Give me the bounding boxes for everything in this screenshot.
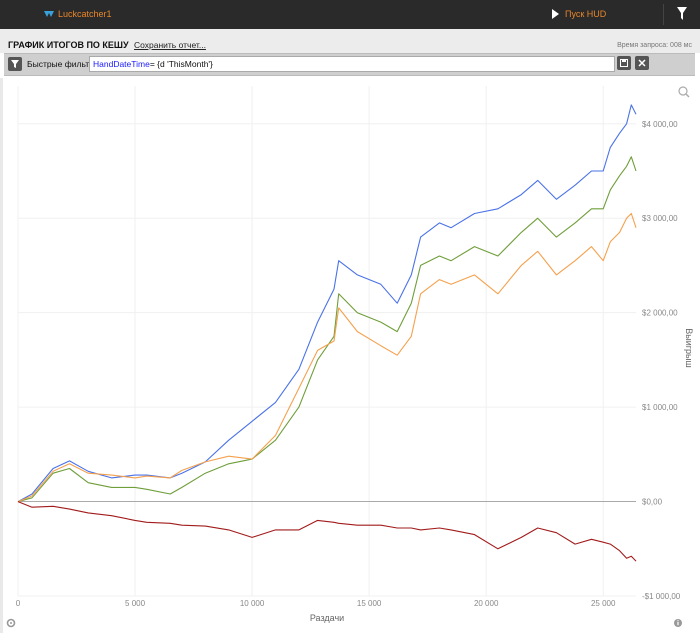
- filter-expression-input[interactable]: HandDateTime= {d 'ThisMonth'}: [89, 56, 615, 72]
- filter-value: = {d 'ThisMonth'}: [149, 59, 213, 69]
- settings-gear-icon[interactable]: [6, 618, 16, 628]
- x-axis-label: Раздачи: [310, 613, 344, 623]
- series-line-2: [17, 156, 637, 503]
- y-tick-label: $0,00: [642, 498, 663, 507]
- app-brand[interactable]: Luckcatcher1: [44, 9, 112, 19]
- app-logo-icon: [44, 11, 54, 17]
- filter-funnel-icon[interactable]: [677, 7, 687, 21]
- x-tick-label: 10 000: [240, 599, 265, 608]
- close-icon: [638, 59, 646, 67]
- quick-filters-label: Быстрые фильтры: [27, 59, 89, 69]
- x-tick-label: 0: [16, 599, 21, 608]
- series-line-4: [17, 501, 637, 562]
- app-name: Luckcatcher1: [58, 9, 112, 19]
- x-tick-label: 25 000: [591, 599, 616, 608]
- topbar-divider: [663, 4, 664, 25]
- cash-results-chart: 0 5 000 10 000 15 000 20 000 25 000 -$1 000,00…: [0, 78, 700, 633]
- query-time: Время запроса: 008 мс: [617, 42, 692, 49]
- y-tick-label: $1 000,00: [642, 403, 678, 412]
- quick-filter-bar: Быстрые фильтры HandDateTime= {d 'ThisMo…: [4, 53, 695, 76]
- chart-grid: [17, 86, 636, 597]
- report-header: ГРАФИК ИТОГОВ ПО КЕШУ Сохранить отчет...…: [0, 29, 700, 53]
- y-tick-label: -$1 000,00: [642, 592, 681, 601]
- filter-button[interactable]: [8, 57, 22, 71]
- y-axis-label: Выигрыш: [684, 328, 694, 367]
- y-tick-label: $4 000,00: [642, 120, 678, 129]
- clear-filter-button[interactable]: [635, 56, 649, 70]
- x-tick-label: 20 000: [474, 599, 499, 608]
- info-icon[interactable]: [674, 619, 682, 627]
- chart-svg: 0 5 000 10 000 15 000 20 000 25 000 -$1 000,00…: [6, 86, 694, 628]
- left-edge-strip: [0, 78, 3, 633]
- save-filter-button[interactable]: [617, 56, 631, 70]
- hud-label: Пуск HUD: [565, 9, 607, 19]
- chart-ticks: 0 5 000 10 000 15 000 20 000 25 000 -$1 000,00…: [16, 120, 681, 608]
- zoom-icon[interactable]: [678, 86, 690, 98]
- series-line-3: [17, 212, 637, 503]
- filter-icon: [11, 60, 19, 68]
- top-bar: Luckcatcher1 Пуск HUD: [0, 0, 700, 29]
- play-icon: [552, 9, 559, 19]
- series-line-1: [17, 104, 637, 503]
- hud-start-button[interactable]: Пуск HUD: [552, 9, 606, 19]
- save-icon: [620, 59, 628, 67]
- x-tick-label: 15 000: [357, 599, 382, 608]
- filter-keyword: HandDateTime: [93, 59, 150, 69]
- y-tick-label: $2 000,00: [642, 309, 678, 318]
- report-title: ГРАФИК ИТОГОВ ПО КЕШУ: [8, 40, 129, 50]
- save-report-link[interactable]: Сохранить отчет...: [134, 40, 206, 50]
- y-tick-label: $3 000,00: [642, 214, 678, 223]
- chart-series: [17, 104, 637, 562]
- x-tick-label: 5 000: [125, 599, 146, 608]
